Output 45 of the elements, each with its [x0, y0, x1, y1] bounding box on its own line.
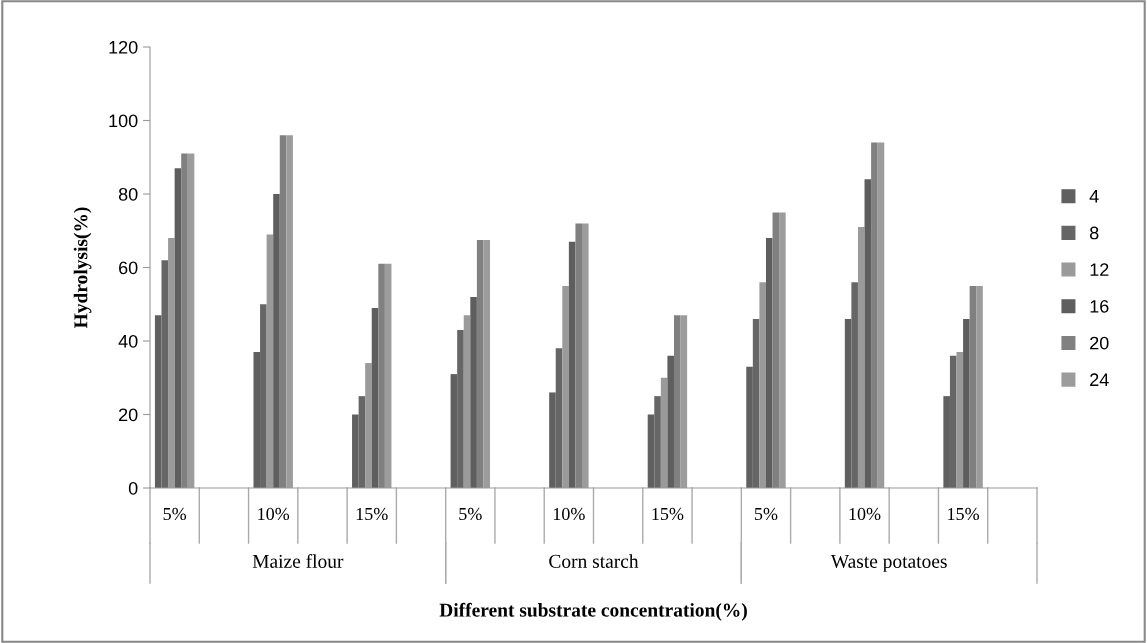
bar — [963, 318, 970, 488]
text: Maize flour — [252, 554, 344, 568]
bar — [174, 168, 182, 488]
y-axis-title: Hydrolysis(%) — [73, 207, 92, 329]
bar — [673, 315, 681, 488]
bar — [181, 153, 188, 488]
legend-label: 8 — [1089, 226, 1099, 240]
x-tick-label: 10% — [849, 507, 881, 521]
x-tick-label: 15% — [356, 507, 388, 521]
x-tick-label: 10% — [258, 507, 290, 521]
bar — [765, 238, 773, 488]
bar — [864, 179, 872, 488]
y-tick-label: 0 — [128, 481, 138, 495]
bar — [476, 239, 484, 488]
bar — [371, 307, 379, 488]
legend-label: 4 — [1089, 190, 1099, 203]
bar — [279, 135, 287, 488]
bar — [871, 142, 878, 488]
y-tick-label: 100 — [109, 114, 138, 128]
bar — [378, 263, 385, 488]
x-tick-label: 15% — [652, 507, 684, 521]
legend-label: 24 — [1090, 373, 1109, 386]
legend-label: 16 — [1090, 299, 1109, 313]
bar — [575, 223, 582, 488]
x-tick-label: 10% — [553, 507, 585, 521]
bar — [772, 212, 780, 488]
y-tick-label: 20 — [119, 408, 138, 422]
y-tick-label: 120 — [109, 40, 138, 54]
y-tick-label: 40 — [118, 334, 138, 348]
x-tick-label: 5% — [163, 507, 187, 521]
y-tick-label: 80 — [118, 187, 138, 201]
legend-label: 12 — [1090, 263, 1109, 276]
bar — [969, 285, 977, 488]
legend-label: 20 — [1090, 336, 1109, 350]
y-tick-label: 60 — [119, 261, 138, 275]
bar — [470, 296, 477, 488]
x-tick-label: 5% — [754, 507, 778, 521]
bar — [568, 241, 576, 488]
text: Corn starch — [549, 554, 639, 568]
x-tick-label: 15% — [948, 507, 980, 521]
bar — [273, 194, 280, 488]
x-tick-label: 5% — [459, 507, 482, 521]
x-axis-title: Different substrate concentration(%) — [439, 602, 747, 621]
bar — [667, 355, 674, 488]
text: Waste potatoes — [830, 554, 947, 572]
